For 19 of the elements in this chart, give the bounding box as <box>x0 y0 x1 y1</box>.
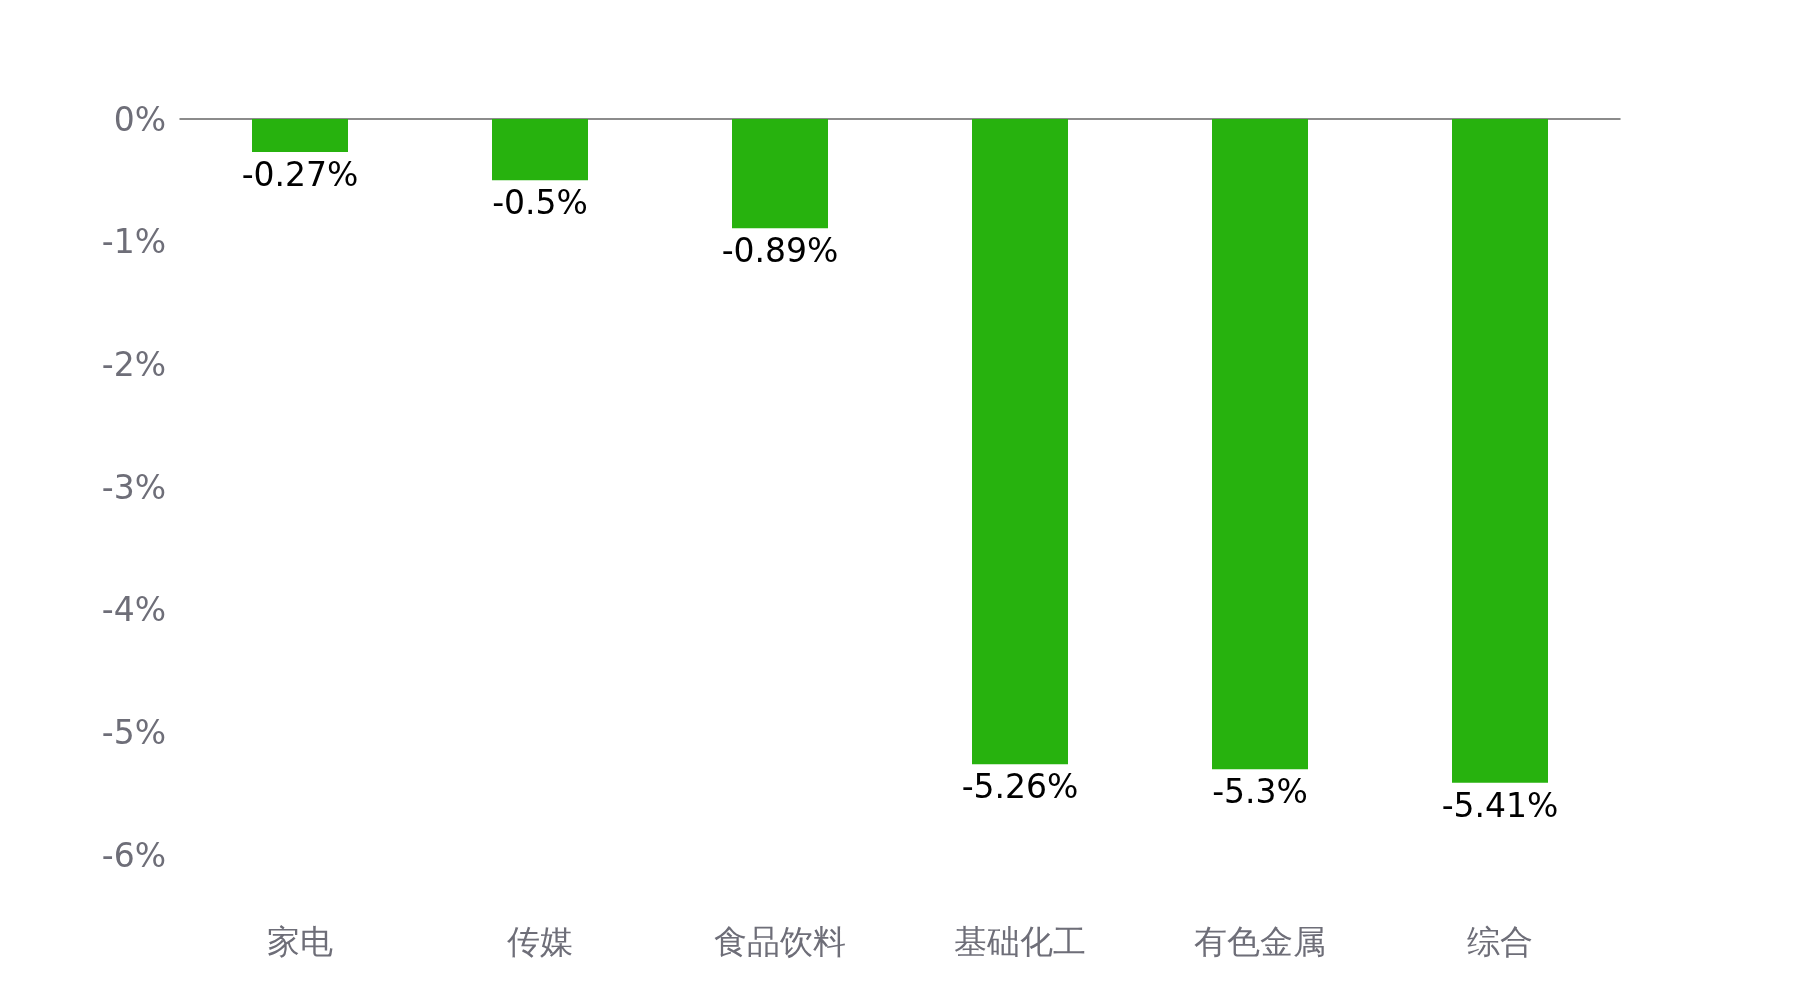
y-tick-label: -3% <box>101 467 166 507</box>
y-tick-label: -4% <box>101 590 166 630</box>
y-tick-label: -6% <box>101 835 166 875</box>
data-label: -0.89% <box>721 231 839 271</box>
x-tick-label: 基础化工 <box>954 922 1086 961</box>
data-label: -5.3% <box>1212 772 1308 812</box>
data-label: -5.41% <box>1441 785 1559 825</box>
y-tick-label: -2% <box>101 344 166 384</box>
data-label: -0.5% <box>492 183 588 223</box>
y-tick-label: 0% <box>113 99 166 139</box>
x-tick-label: 家电 <box>267 922 333 961</box>
x-tick-label: 食品饮料 <box>714 922 846 961</box>
y-tick-label: -5% <box>101 712 166 752</box>
y-tick-label: -1% <box>101 222 166 262</box>
x-tick-label: 有色金属 <box>1194 922 1326 961</box>
data-label: -0.27% <box>241 155 359 195</box>
x-tick-label: 综合 <box>1467 922 1533 961</box>
data-label: -5.26% <box>961 767 1079 807</box>
x-tick-label: 传媒 <box>507 922 573 961</box>
